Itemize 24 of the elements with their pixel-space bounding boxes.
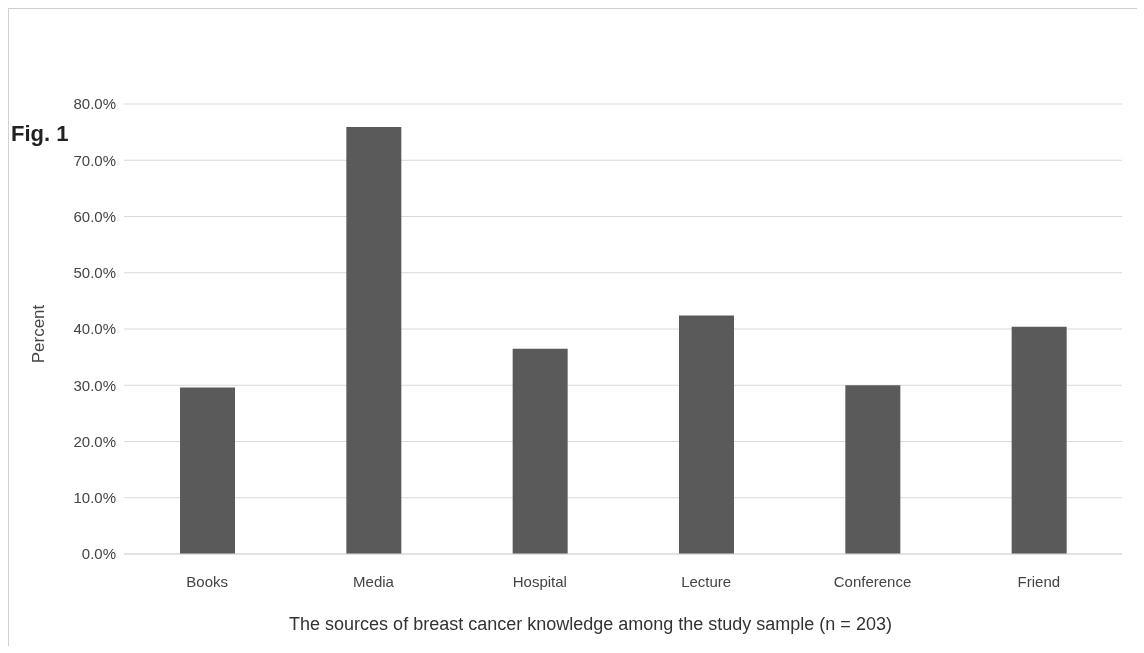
y-tick-label: 70.0% (73, 151, 116, 169)
bar (346, 127, 402, 554)
bar (1011, 326, 1067, 554)
bar (512, 348, 568, 554)
y-axis-title: Percent (29, 304, 49, 364)
y-tick-label: 40.0% (73, 320, 116, 338)
x-tick-label: Media (353, 572, 395, 590)
bar (845, 385, 901, 554)
bar (679, 315, 734, 554)
x-tick-label: Hospital (512, 572, 567, 590)
y-tick-label: 80.0% (73, 95, 116, 113)
x-tick-label: Books (186, 572, 229, 590)
x-axis-title: The sources of breast cancer knowledge among the study sample (n = 203) (288, 614, 893, 635)
y-tick-label: 60.0% (73, 207, 116, 225)
x-tick-label: Lecture (681, 572, 732, 590)
x-tick-label: Conference (833, 572, 912, 590)
y-tick-label: 30.0% (73, 376, 116, 394)
bar (180, 387, 235, 554)
y-tick-label: 20.0% (73, 432, 116, 450)
text: Fig. 1 (11, 121, 69, 147)
y-tick-label: 0.0% (81, 545, 116, 563)
x-tick-label: Friend (1017, 572, 1061, 590)
y-tick-label: 50.0% (73, 264, 116, 282)
y-tick-label: 10.0% (73, 489, 116, 507)
